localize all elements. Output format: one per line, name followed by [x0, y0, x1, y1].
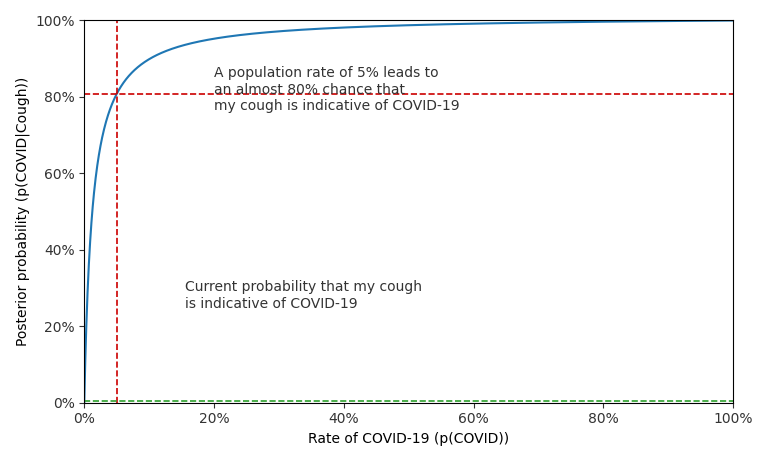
- X-axis label: Rate of COVID-19 (p(COVID)): Rate of COVID-19 (p(COVID)): [308, 432, 509, 446]
- Text: A population rate of 5% leads to
an almost 80% chance that
my cough is indicativ: A population rate of 5% leads to an almo…: [214, 66, 460, 113]
- Y-axis label: Posterior probability (p(COVID|Cough)): Posterior probability (p(COVID|Cough)): [15, 77, 29, 346]
- Text: Current probability that my cough
is indicative of COVID-19: Current probability that my cough is ind…: [185, 280, 422, 311]
